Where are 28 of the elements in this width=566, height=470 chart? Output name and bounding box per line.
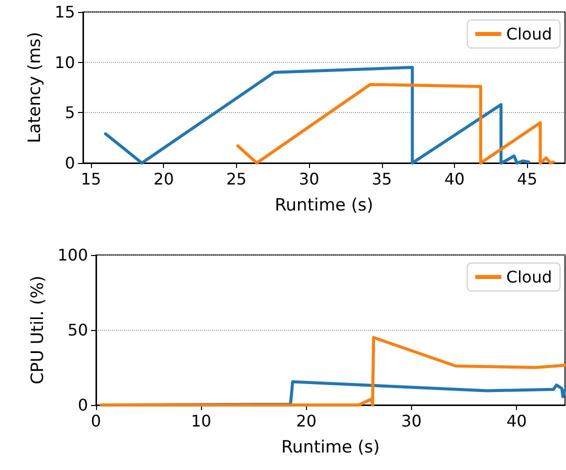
y-tick-label: 50 <box>68 320 88 340</box>
x-tick-label: 45 <box>517 170 538 188</box>
line-series <box>100 336 566 406</box>
y-tick-label: 10 <box>54 52 75 72</box>
line-series <box>104 66 530 164</box>
x-tick-label: 0 <box>90 412 102 430</box>
line-series <box>236 82 555 164</box>
x-tick-label: 15 <box>80 170 102 188</box>
legend-label: Cloud <box>506 24 552 44</box>
x-tick-label: 40 <box>506 412 527 430</box>
y-axis-title: Latency (ms) <box>25 32 46 144</box>
x-tick-label: 30 <box>298 170 320 188</box>
x-tick-label: 35 <box>372 170 392 188</box>
y-tick-label: 0 <box>78 396 88 414</box>
x-tick-label: 25 <box>226 170 247 188</box>
x-axis-title: Runtime (s) <box>281 438 380 458</box>
x-tick-label: 30 <box>401 412 422 430</box>
y-axis-title: CPU Util. (%) <box>28 276 48 384</box>
x-tick-label: 20 <box>154 170 174 188</box>
y-tick-label: 5 <box>64 103 75 122</box>
x-tick-label: 20 <box>296 412 316 430</box>
y-tick-label: 15 <box>54 2 75 22</box>
legend-label: Cloud <box>506 268 552 286</box>
x-tick-label: 40 <box>444 170 465 188</box>
y-tick-label: 100 <box>57 246 88 264</box>
x-tick-label: 10 <box>190 412 212 430</box>
y-tick-label: 0 <box>64 154 75 172</box>
x-axis-title: Runtime (s) <box>274 196 374 216</box>
